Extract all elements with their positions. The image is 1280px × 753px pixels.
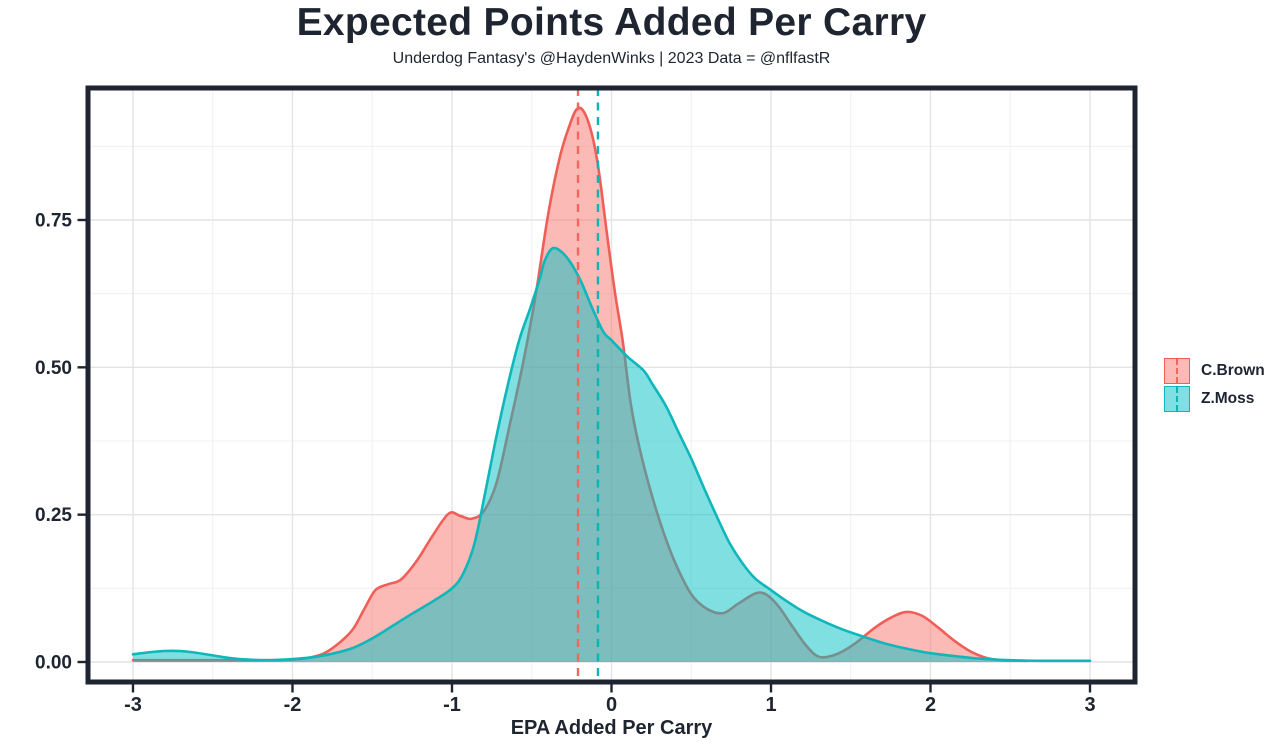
panel-border (85, 85, 1138, 685)
density-area-zmoss (133, 247, 1090, 663)
x-tick-label: 0 (606, 694, 617, 716)
x-axis-title: EPA Added Per Carry (510, 717, 713, 739)
chart-title: Expected Points Added Per Carry (296, 1, 927, 44)
legend-key-zmoss (1164, 386, 1190, 412)
y-tick-label: 0.25 (35, 505, 72, 526)
legend-key-cbrown (1164, 358, 1190, 384)
x-tick-label: -2 (284, 694, 302, 716)
x-tick-label: 2 (925, 694, 936, 716)
x-tick-label: -3 (124, 694, 142, 716)
y-tick-label: 0.50 (35, 358, 72, 379)
x-tick-label: 3 (1084, 694, 1095, 716)
mean-line-dash-icon (1176, 387, 1178, 411)
legend: C.Brown Z.Moss (1164, 357, 1265, 413)
mean-line-dash-icon (1176, 359, 1178, 383)
x-tick-label: 1 (765, 694, 776, 716)
legend-item-zmoss: Z.Moss (1164, 385, 1265, 413)
density-line-zmoss (131, 246, 1092, 663)
legend-label-zmoss: Z.Moss (1201, 390, 1255, 407)
legend-item-cbrown: C.Brown (1164, 357, 1265, 385)
y-tick-label: 0.00 (35, 653, 72, 674)
x-tick-label: -1 (443, 694, 461, 716)
chart-subtitle: Underdog Fantasy's @HaydenWinks | 2023 D… (392, 50, 831, 67)
y-tick-label: 0.75 (35, 211, 72, 232)
legend-label-cbrown: C.Brown (1201, 362, 1265, 379)
